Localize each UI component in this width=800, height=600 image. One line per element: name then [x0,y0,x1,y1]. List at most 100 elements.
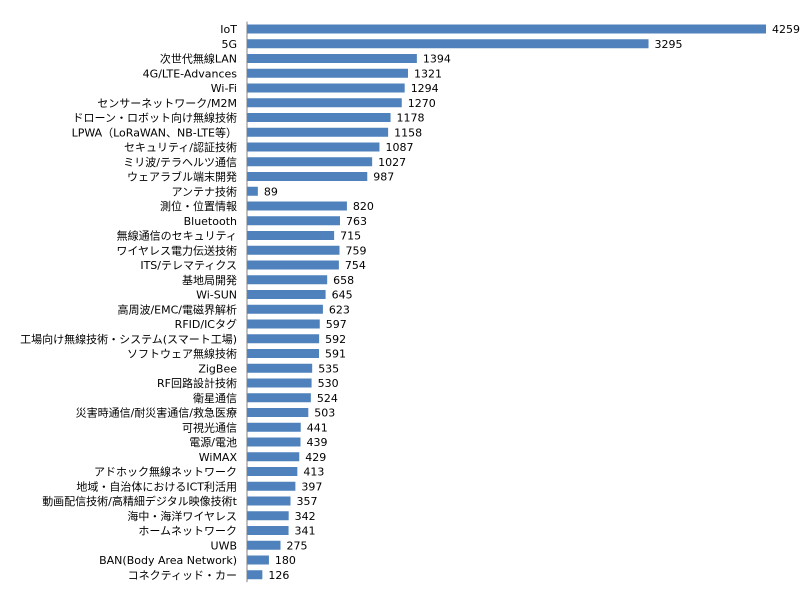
bar [247,452,300,462]
category-label: 災害時通信/耐災害通信/救急医療 [76,406,237,420]
bar [247,275,328,285]
value-label: 413 [303,466,324,479]
category-label: RF回路設計技術 [157,376,237,390]
category-label: ITS/テレマティクス [140,259,237,272]
bar [247,481,296,491]
value-label: 1394 [423,53,451,66]
bar [247,511,289,521]
bar [247,113,391,122]
bar [247,496,291,506]
category-label: 測位・位置情報 [160,199,237,213]
bar [247,304,323,314]
bar [247,216,340,226]
bar [247,526,289,535]
bar [247,349,320,358]
bar [247,437,301,447]
bar [247,142,380,152]
category-label: 海中・海洋ワイヤレス [127,509,237,523]
category-label: ドローン・ロボット向け無線技術 [73,111,237,125]
category-label: Wi-SUN [196,289,237,302]
value-label: 530 [318,377,339,390]
bar [247,290,326,299]
value-label: 1158 [394,126,422,139]
value-label: 592 [325,333,346,346]
bar [247,334,320,344]
category-label: 衛星通信 [193,392,237,405]
category-label: WiMAX [199,451,238,464]
category-label: LPWA（LoRaWAN、NB-LTE等） [72,125,237,139]
value-label: 754 [345,259,366,272]
value-label: 597 [326,318,347,331]
value-label: 275 [287,539,308,552]
value-label: 3295 [655,38,683,51]
value-label: 759 [345,244,366,257]
category-label: 次世代無線LAN [160,52,237,66]
category-label: RFID/ICタグ [175,317,237,331]
bar [247,393,311,403]
bar [247,54,417,63]
bar [247,68,408,78]
value-label: 89 [264,185,278,198]
category-label: 電源/電池 [189,435,237,449]
category-label: IoT [220,23,237,36]
value-label: 524 [317,392,338,405]
category-label: 工場向け無線技術・システム(スマート工場) [20,332,237,346]
value-label: 1294 [411,82,439,95]
category-label: Wi-Fi [211,82,237,95]
value-label: 1270 [408,97,436,110]
category-label: 5G [221,38,237,51]
bar [247,231,335,240]
bar [247,98,402,108]
bar [247,319,320,329]
category-label: 高周波/EMC/電磁界解析 [117,302,237,316]
category-label: ウェアラブル端末開発 [127,170,237,184]
bar [247,186,258,196]
category-label: UWB [211,539,237,552]
value-label: 591 [325,348,346,361]
category-label: ワイヤレス電力伝送技術 [116,243,237,257]
bar [247,201,347,211]
bar [247,422,301,432]
value-label: 341 [295,525,316,538]
category-label: センサーネットワーク/M2M [97,97,237,110]
category-label: アドホック無線ネットワーク [94,465,237,479]
bar [247,540,281,550]
bars-group [247,24,766,580]
value-label: 126 [268,569,289,582]
bar [247,157,373,167]
category-label: ソフトウェア無線技術 [127,347,237,361]
category-label: 動画配信技術/高精細デジタル映像技術t [42,494,237,508]
value-label: 180 [275,554,296,567]
bar [247,172,368,181]
bar [247,245,340,255]
bar [247,570,263,580]
category-label: BAN(Body Area Network) [99,554,237,567]
value-label: 645 [332,289,353,302]
category-label: ミリ波/テラヘルツ通信 [123,156,237,169]
bar [247,408,309,417]
bar [247,24,766,34]
category-label: Bluetooth [184,215,237,228]
category-label: 4G/LTE-Advances [143,67,238,80]
value-label: 357 [297,495,318,508]
value-label: 429 [305,451,326,464]
value-label: 1027 [378,156,406,169]
category-label: コネクティッド・カー [128,569,237,582]
value-label: 1321 [414,67,442,80]
bar [247,363,313,373]
value-label: 1178 [397,112,425,125]
value-label: 441 [307,421,328,434]
value-label: 715 [340,230,361,243]
value-label: 987 [373,171,394,184]
bar [247,378,312,388]
value-label: 439 [307,436,328,449]
category-label: 地域・自治体におけるICT利活用 [76,479,237,493]
bar [247,39,649,49]
value-label: 397 [301,480,322,493]
category-label: ホームネットワーク [138,525,237,538]
value-label: 4259 [772,23,800,36]
category-label: 無線通信のセキュリティ [117,229,237,243]
